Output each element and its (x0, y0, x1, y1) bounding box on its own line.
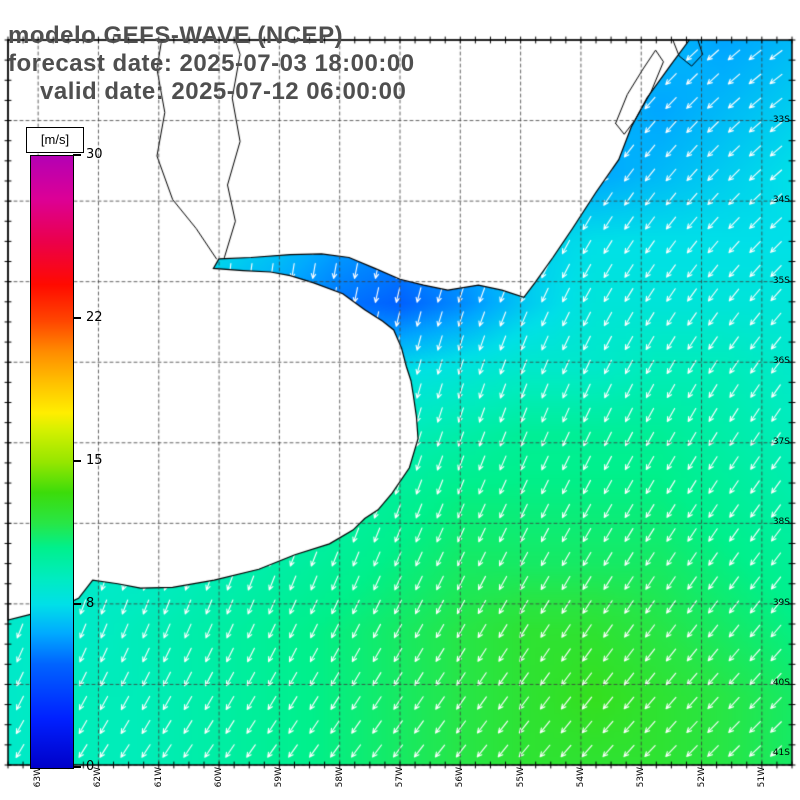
lon-tick-label: 60W (214, 767, 225, 788)
lon-tick-label: 51W (756, 767, 767, 788)
lat-tick-label: 34S (772, 195, 790, 206)
lat-tick-label: 40S (772, 678, 790, 689)
forecast-date-label: forecast date: 2025-07-03 18:00:00 (8, 50, 415, 77)
model-title: modelo GEFS-WAVE (NCEP) (8, 22, 344, 49)
colorbar-tick-label: 15 (86, 453, 103, 468)
colorbar-tick (73, 317, 81, 320)
colorbar-tick-label: 30 (86, 147, 103, 162)
lon-tick-label: 55W (515, 767, 526, 788)
lon-tick-label: 54W (575, 767, 586, 788)
colorbar-tick (73, 460, 81, 462)
lat-tick-label: 37S (772, 436, 790, 447)
colorbar-gradient (30, 155, 74, 769)
colorbar-tick-label: 0 (86, 759, 95, 774)
lon-tick-label: 57W (395, 767, 405, 788)
lat-tick-label: 36S (772, 356, 790, 367)
lon-tick-label: 62W (93, 767, 104, 788)
lat-tick-label: 41S (772, 748, 790, 758)
lon-tick-label: 53W (636, 767, 647, 788)
lon-tick-label: 52W (696, 767, 707, 788)
lon-tick-label: 63W (33, 767, 44, 788)
lon-tick-label: 59W (274, 767, 285, 788)
lon-tick-label: 61W (153, 767, 164, 788)
valid-date-label: valid date: 2025-07-12 06:00:00 (40, 78, 407, 105)
lon-tick-label: 58W (334, 767, 345, 788)
lat-tick-label: 35S (772, 275, 790, 286)
lon-tick-label: 56W (455, 767, 466, 788)
colorbar-tick (73, 602, 81, 605)
lat-tick-label: 33S (772, 114, 790, 125)
colorbar-tick-label: 22 (86, 310, 103, 326)
colorbar-unit-label: [m/s] (26, 127, 84, 153)
colorbar-tick (73, 154, 81, 156)
lat-tick-label: 38S (772, 517, 790, 528)
colorbar-tick-label: 8 (86, 595, 95, 611)
lat-tick-label: 39S (772, 597, 790, 608)
colorbar-tick (73, 766, 81, 768)
